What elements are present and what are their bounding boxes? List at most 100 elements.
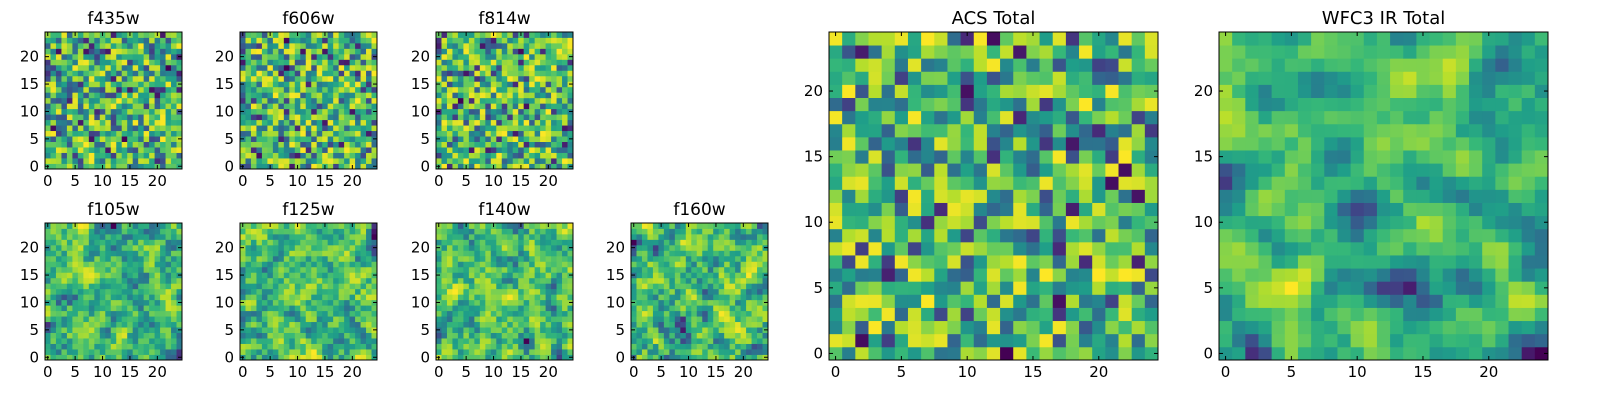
heatmap-cell bbox=[333, 277, 340, 284]
heatmap-cell bbox=[652, 233, 659, 240]
heatmap-cell bbox=[463, 266, 470, 273]
heatmap-cell bbox=[94, 103, 101, 110]
heatmap-cell bbox=[436, 343, 442, 350]
axes-frame bbox=[630, 222, 769, 361]
heatmap-cell bbox=[132, 272, 139, 279]
heatmap-cell bbox=[127, 119, 134, 126]
x-tick-label: 15 bbox=[706, 363, 725, 381]
heatmap-cell bbox=[256, 250, 263, 257]
heatmap-cell bbox=[718, 288, 725, 295]
heatmap-cell bbox=[534, 228, 541, 235]
heatmap-cell bbox=[490, 42, 497, 49]
heatmap-cell bbox=[463, 332, 470, 339]
heatmap-cell bbox=[66, 338, 73, 344]
heatmap-cell bbox=[562, 266, 568, 273]
heatmap-cell bbox=[355, 108, 361, 115]
heatmap-cell bbox=[344, 125, 350, 132]
heatmap-cell bbox=[934, 202, 948, 217]
heatmap-cell bbox=[894, 281, 909, 295]
heatmap-cell bbox=[751, 239, 758, 246]
heatmap-cell bbox=[283, 239, 290, 246]
heatmap-cell bbox=[267, 97, 274, 104]
heatmap-cell bbox=[138, 81, 145, 88]
heatmap-cell bbox=[116, 59, 123, 66]
heatmap-cell bbox=[534, 141, 541, 148]
heatmap-cell bbox=[746, 294, 752, 301]
heatmap-cell bbox=[474, 64, 481, 71]
heatmap-cell bbox=[88, 343, 95, 350]
heatmap-cell bbox=[344, 310, 350, 317]
heatmap-cell bbox=[567, 97, 574, 104]
heatmap-cell bbox=[441, 277, 448, 284]
heatmap-cell bbox=[50, 338, 57, 344]
heatmap-cell bbox=[468, 97, 475, 104]
heatmap-cell bbox=[116, 338, 123, 344]
x-tick-label: 5 bbox=[265, 363, 275, 381]
heatmap-cell bbox=[138, 294, 145, 301]
heatmap-cell bbox=[245, 48, 252, 55]
heatmap-cell bbox=[83, 228, 90, 235]
heatmap-cell bbox=[652, 327, 659, 333]
heatmap-cell bbox=[311, 70, 318, 77]
heatmap-cell bbox=[921, 228, 935, 243]
heatmap-cell bbox=[674, 354, 681, 361]
heatmap-cell bbox=[669, 343, 676, 350]
heatmap-cell bbox=[479, 147, 486, 153]
heatmap-cell bbox=[457, 228, 464, 235]
heatmap-cell bbox=[272, 59, 279, 66]
heatmap-cell bbox=[261, 294, 268, 301]
heatmap-cell bbox=[72, 261, 79, 268]
heatmap-cell bbox=[441, 305, 448, 312]
heatmap-cell bbox=[83, 354, 90, 361]
heatmap-cell bbox=[556, 310, 563, 317]
heatmap-cell bbox=[50, 147, 57, 153]
heatmap-cell bbox=[718, 310, 725, 317]
heatmap-cell bbox=[921, 163, 935, 177]
heatmap-cell bbox=[512, 332, 519, 339]
heatmap-cell bbox=[300, 255, 307, 262]
heatmap-cell bbox=[479, 103, 486, 110]
heatmap-cell bbox=[685, 239, 692, 246]
heatmap-cell bbox=[507, 277, 514, 284]
heatmap-cell bbox=[366, 53, 372, 60]
heatmap-cell bbox=[366, 48, 372, 55]
heatmap-cell bbox=[441, 343, 448, 350]
heatmap-cell bbox=[305, 136, 312, 142]
heatmap-cell bbox=[512, 272, 519, 279]
heatmap-cell bbox=[829, 228, 843, 243]
heatmap-cell bbox=[138, 86, 145, 93]
heatmap-cell bbox=[540, 223, 546, 229]
heatmap-cell bbox=[355, 338, 361, 344]
heatmap-cell bbox=[116, 332, 123, 339]
heatmap-cell bbox=[289, 48, 296, 55]
heatmap-cell bbox=[947, 202, 961, 217]
heatmap-cell bbox=[83, 108, 90, 115]
heatmap-cell bbox=[523, 272, 530, 279]
heatmap-cell bbox=[256, 152, 263, 159]
heatmap-cell bbox=[441, 228, 448, 235]
heatmap-cell bbox=[305, 108, 312, 115]
heatmap-cell bbox=[283, 136, 290, 142]
heatmap-cell bbox=[729, 233, 736, 240]
heatmap-cell bbox=[485, 305, 492, 312]
heatmap-cell bbox=[50, 294, 57, 301]
heatmap-cell bbox=[371, 239, 378, 246]
heatmap-cell bbox=[921, 268, 935, 282]
heatmap-cell bbox=[289, 261, 296, 268]
heatmap-cell bbox=[305, 152, 312, 159]
heatmap-cell bbox=[452, 299, 459, 306]
heatmap-cell bbox=[529, 119, 536, 126]
heatmap-cell bbox=[441, 125, 448, 132]
heatmap-cell bbox=[540, 343, 546, 350]
heatmap-cell bbox=[45, 152, 51, 159]
heatmap-cell bbox=[641, 349, 648, 355]
heatmap-cell bbox=[523, 48, 530, 55]
heatmap-cell bbox=[540, 119, 546, 126]
heatmap-cell bbox=[556, 228, 563, 235]
heatmap-cell bbox=[567, 305, 574, 312]
heatmap-cell bbox=[327, 103, 334, 110]
heatmap-cell bbox=[50, 92, 57, 99]
heatmap-cell bbox=[479, 332, 486, 339]
heatmap-cell bbox=[333, 136, 340, 142]
heatmap-cell bbox=[267, 125, 274, 132]
